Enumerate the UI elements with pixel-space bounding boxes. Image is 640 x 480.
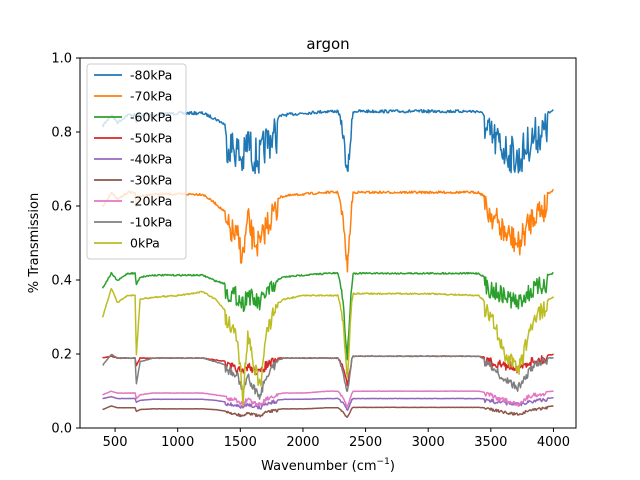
y-tick-label-4: 0.8 <box>51 126 72 141</box>
x-tick-label-1: 1000 <box>161 435 194 450</box>
x-tick-label-6: 3500 <box>474 435 507 450</box>
x-axis-ticks: 500 1000 1500 2000 2500 3000 3500 4000 <box>103 428 570 450</box>
x-axis-label: Wavenumber (cm−1) <box>261 457 395 474</box>
legend-label-8: 0kPa <box>130 236 160 251</box>
series-line-8 <box>101 287 555 407</box>
series-line-4 <box>102 395 554 411</box>
y-tick-label-0: 0.0 <box>51 422 72 437</box>
series-line-7 <box>102 353 554 400</box>
y-axis-ticks: 0.0 0.2 0.4 0.6 0.8 1.0 <box>51 52 80 437</box>
y-tick-label-2: 0.4 <box>51 274 72 289</box>
x-tick-label-7: 4000 <box>537 435 570 450</box>
series-line-5 <box>102 405 554 418</box>
legend-box <box>86 63 187 260</box>
x-axis-label-superscript: −1 <box>377 457 390 467</box>
x-axis-label-close: ) <box>390 459 395 474</box>
legend-label-6: -20kPa <box>130 194 172 209</box>
x-tick-label-4: 2500 <box>349 435 382 450</box>
series-line-6 <box>102 390 554 408</box>
plot-area-frame <box>79 57 577 429</box>
series-line-2 <box>101 271 554 361</box>
chart-title: argon <box>306 35 349 53</box>
x-tick-label-5: 3000 <box>412 435 445 450</box>
legend-label-0: -80kPa <box>130 68 172 83</box>
legend-label-1: -70kPa <box>130 89 172 104</box>
y-tick-label-5: 1.0 <box>51 52 72 67</box>
legend-label-5: -30kPa <box>130 173 172 188</box>
legend-label-7: -10kPa <box>130 215 172 230</box>
legend-label-2: -60kPa <box>130 110 172 125</box>
legend-label-4: -40kPa <box>130 152 172 167</box>
x-tick-label-0: 500 <box>103 435 128 450</box>
y-tick-label-3: 0.6 <box>51 200 72 215</box>
legend: -80kPa -70kPa -60kPa -50kPa -40kPa -30kPa -20k… <box>86 63 187 260</box>
y-tick-label-1: 0.2 <box>51 348 72 363</box>
x-tick-label-2: 1500 <box>224 435 257 450</box>
y-axis-label: % Transmission <box>27 193 42 293</box>
x-tick-label-3: 2000 <box>286 435 319 450</box>
legend-label-3: -50kPa <box>130 131 172 146</box>
